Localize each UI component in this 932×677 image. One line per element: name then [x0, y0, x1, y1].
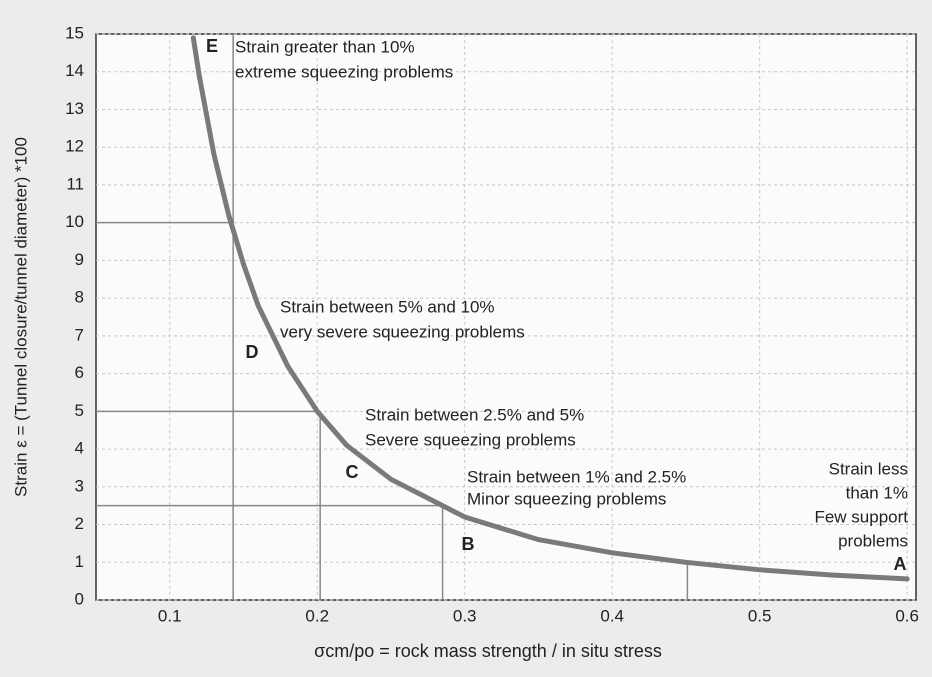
y-tick-label: 12 — [65, 137, 84, 156]
zone-letter: D — [246, 342, 259, 362]
zone-letter: E — [206, 36, 218, 56]
annotation: than 1% — [846, 483, 908, 502]
y-tick-label: 11 — [66, 174, 84, 193]
y-tick-label: 3 — [75, 476, 84, 495]
y-tick-label: 5 — [75, 401, 84, 420]
x-tick-label: 0.3 — [453, 606, 477, 625]
annotation: Strain greater than 10% — [235, 37, 415, 56]
zone-letter: C — [346, 462, 359, 482]
x-tick-label: 0.2 — [305, 606, 329, 625]
y-tick-label: 13 — [65, 99, 84, 118]
annotation: Strain between 5% and 10% — [280, 297, 495, 316]
zone-letter: A — [894, 554, 907, 574]
annotation: very severe squeezing problems — [280, 322, 525, 341]
x-axis-label: σcm/po = rock mass strength / in situ st… — [314, 641, 662, 661]
annotation: Strain less — [829, 459, 908, 478]
annotation: Severe squeezing problems — [365, 430, 576, 449]
y-tick-label: 0 — [75, 589, 84, 608]
annotation: problems — [838, 531, 908, 550]
y-axis-label: Strain ε = (Tunnel closure/tunnel diamet… — [11, 137, 30, 497]
x-tick-label: 0.4 — [600, 606, 624, 625]
plot-area — [95, 33, 917, 601]
y-tick-label: 15 — [65, 23, 84, 42]
y-tick-label: 1 — [75, 552, 84, 571]
zone-letter: B — [462, 534, 475, 554]
y-tick-label: 14 — [65, 61, 84, 80]
curve — [190, 35, 910, 582]
y-tick-label: 4 — [75, 439, 84, 458]
annotation: Strain between 1% and 2.5% — [467, 467, 686, 486]
y-tick-label: 9 — [75, 250, 84, 269]
x-tick-label: 0.5 — [748, 606, 772, 625]
y-tick-label: 6 — [75, 363, 84, 382]
annotation: Few support — [814, 507, 908, 526]
annotation: Strain between 2.5% and 5% — [365, 405, 584, 424]
annotation: Minor squeezing problems — [467, 489, 666, 508]
y-tick-label: 7 — [75, 325, 84, 344]
x-tick-label: 0.6 — [895, 606, 919, 625]
y-tick-label: 8 — [75, 288, 84, 307]
y-tick-label: 2 — [75, 514, 84, 533]
annotation: extreme squeezing problems — [235, 62, 453, 81]
x-tick-label: 0.1 — [158, 606, 182, 625]
y-tick-label: 10 — [65, 212, 84, 231]
